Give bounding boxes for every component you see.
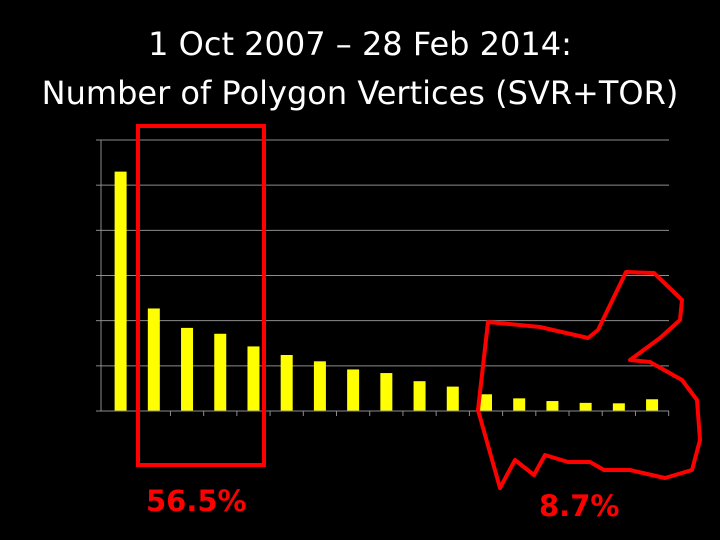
- bar: [546, 401, 559, 411]
- chart-title-line-1: 1 Oct 2007 – 28 Feb 2014:: [148, 25, 572, 63]
- bar: [413, 381, 426, 411]
- bar: [446, 386, 459, 411]
- highlights: [136, 124, 702, 490]
- bar: [147, 308, 160, 411]
- bar: [181, 327, 194, 411]
- bar: [380, 373, 393, 411]
- bars: [114, 171, 659, 411]
- bar: [612, 403, 625, 411]
- bar: [114, 171, 127, 411]
- bar: [280, 354, 293, 411]
- bar: [214, 333, 227, 411]
- axes: [96, 139, 670, 416]
- bar: [479, 394, 492, 411]
- bar: [347, 369, 360, 411]
- bar: [646, 399, 659, 411]
- highlight-box-first-bar: [136, 124, 266, 467]
- highlight-freehand-outline: [476, 270, 702, 490]
- annotation-right-percent: 8.7%: [539, 489, 620, 523]
- bar: [513, 398, 526, 411]
- annotation-left-percent: 56.5%: [146, 484, 247, 518]
- bar: [579, 402, 592, 411]
- gridlines: [101, 139, 669, 367]
- bar: [247, 346, 260, 411]
- bar: [313, 361, 326, 411]
- chart-title-line-2: Number of Polygon Vertices (SVR+TOR): [41, 74, 679, 112]
